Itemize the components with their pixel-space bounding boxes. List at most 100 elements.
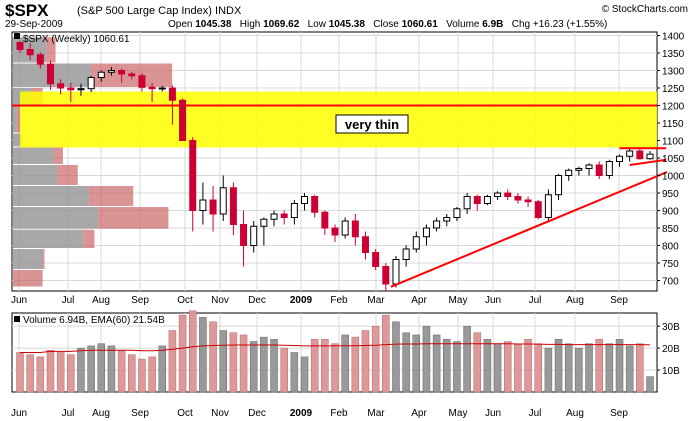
volume-by-price-down-bar: [13, 270, 43, 287]
volume-by-price-up-bar: [13, 249, 43, 269]
candle-down: [168, 87, 176, 101]
volume-by-price-up-bar: [13, 165, 58, 185]
candle-down: [16, 42, 24, 50]
candle-up: [270, 213, 278, 220]
annotation-text: very thin: [345, 117, 399, 132]
volume-by-price-up-bar: [13, 147, 54, 164]
volume-bar: [26, 354, 34, 393]
volume-by-price-up-bar: [13, 229, 84, 248]
volume-x-tick-label: Aug: [92, 408, 110, 419]
volume-x-tick-label: Jun: [11, 408, 27, 419]
volume-bar: [117, 350, 126, 393]
candle-up: [107, 70, 115, 73]
volume-bar: [646, 376, 654, 393]
candle-down: [372, 252, 380, 267]
legend-marker: [14, 33, 20, 39]
volume-bar: [270, 339, 278, 393]
price-panel-title: $SPX (Weekly) 1060.61: [23, 34, 130, 45]
candle-down: [36, 54, 44, 65]
price-y-tick-label: 700: [662, 277, 679, 288]
candle-up: [483, 196, 491, 204]
price-y-tick-label: 1000: [662, 172, 685, 183]
candle-up: [453, 208, 461, 218]
price-x-tick-label: Nov: [211, 295, 229, 306]
volume-bar: [331, 343, 339, 393]
volume-bar: [605, 343, 614, 393]
change-value: +16.23 (+1.55%): [532, 19, 608, 30]
volume-bar: [625, 345, 634, 393]
volume-x-tick-label: Jul: [62, 408, 75, 419]
candle-up: [402, 248, 410, 260]
candle-up: [158, 87, 166, 90]
volume-bar: [514, 343, 522, 393]
volume-bar: [351, 336, 360, 393]
volume-x-tick-label: Nov: [211, 408, 229, 419]
volume-bar: [503, 341, 512, 393]
volume-bar: [290, 352, 299, 393]
candle-up: [341, 220, 349, 236]
candle-down: [67, 87, 75, 91]
candle-down: [595, 164, 603, 176]
exchange-name: INDX: [215, 5, 242, 17]
volume-bar: [168, 330, 177, 393]
candle-up: [626, 150, 634, 157]
candle-up: [565, 169, 573, 176]
volume-bar: [36, 356, 45, 393]
volume-legend-marker: [14, 316, 20, 322]
volume-bar: [199, 317, 207, 393]
volume-x-tick-label: Aug: [566, 408, 584, 419]
candle-down: [209, 199, 217, 215]
volume-bar: [158, 345, 167, 393]
volume-bar: [564, 343, 573, 393]
price-y-tick-label: 750: [662, 259, 679, 270]
price-x-tick-label: Sep: [610, 295, 628, 306]
volume-bar: [524, 339, 532, 393]
candle-down: [148, 86, 156, 90]
volume-bar: [77, 347, 85, 393]
volume-by-price-down-bar: [98, 207, 169, 229]
volume-bar: [575, 347, 583, 393]
ticker-symbol: $SPX: [5, 1, 49, 20]
candle-up: [301, 196, 309, 204]
volume-bar: [463, 325, 471, 393]
candle-up: [494, 192, 502, 197]
uptrend-line: [390, 171, 668, 288]
volume-x-tick-label: Jul: [529, 408, 542, 419]
price-x-tick-label: May: [449, 295, 468, 306]
price-x-tick-label: Feb: [330, 295, 348, 306]
volume-y-tick-label: 10B: [662, 366, 680, 377]
volume-x-tick-label: Feb: [330, 408, 348, 419]
ema-line: [20, 343, 651, 353]
candle-down: [128, 73, 136, 77]
volume-bar: [544, 347, 553, 393]
volume-bar: [87, 345, 95, 393]
high-label: High: [239, 19, 261, 30]
candle-down: [229, 187, 237, 225]
volume-bar: [249, 341, 258, 393]
volume-panel-title: Volume 6.94B, EMA(60) 21.54B: [23, 315, 165, 326]
volume-bar: [67, 354, 75, 393]
candle-down: [240, 224, 248, 246]
volume-x-tick-label: Sep: [610, 408, 628, 419]
change-label: Chg: [511, 19, 531, 30]
candle-down: [524, 199, 532, 203]
quote-summary: Open 1045.38 High 1069.62 Low 1045.38 Cl…: [168, 19, 607, 30]
candle-down: [331, 227, 339, 236]
volume-bar: [321, 339, 329, 393]
candle-up: [555, 175, 563, 196]
close-value: 1060.61: [401, 19, 438, 30]
candle-up: [605, 161, 613, 176]
candle-up: [544, 194, 552, 218]
volume-bar: [97, 343, 106, 393]
volume-bar: [260, 336, 268, 393]
candle-down: [311, 196, 319, 213]
low-value: 1045.38: [328, 19, 365, 30]
candle-down: [636, 150, 644, 160]
volume-by-price-down-bar: [83, 229, 95, 248]
volume-bar: [412, 334, 421, 393]
candle-up: [199, 199, 207, 211]
volume-bar: [209, 321, 217, 393]
volume-bar: [138, 358, 146, 393]
price-x-tick-label: Jun: [485, 295, 501, 306]
